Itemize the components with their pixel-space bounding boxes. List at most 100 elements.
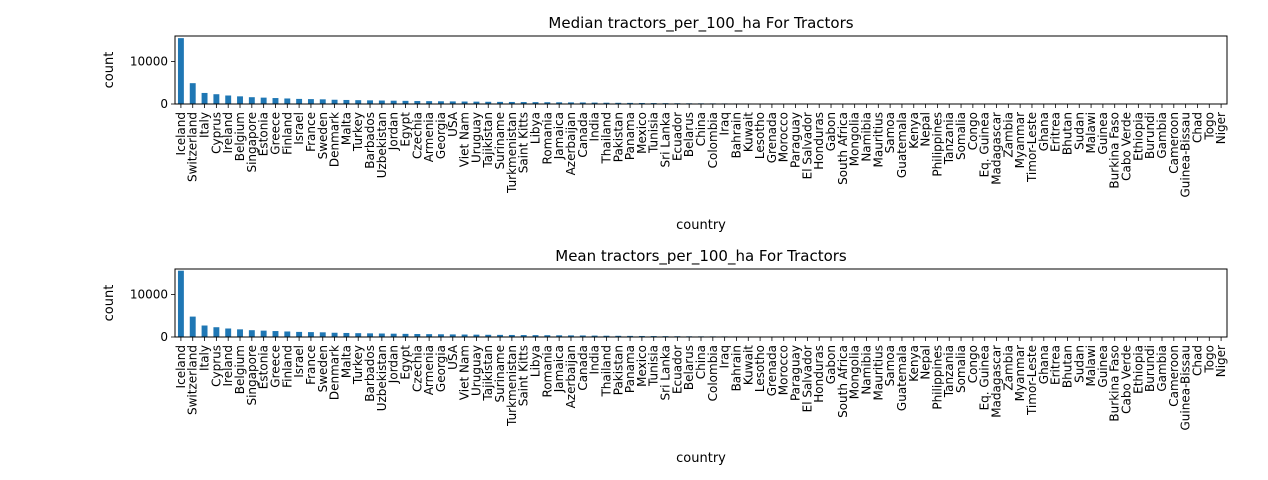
y-tick-label: 0: [160, 97, 168, 111]
bar-czechia: [414, 334, 421, 337]
x-tick-label: Cyprus: [209, 345, 223, 387]
bar-italy: [201, 325, 208, 337]
x-tick-label: Egypt: [398, 345, 412, 380]
x-tick-label: Finland: [280, 345, 294, 388]
y-tick-label: 10000: [130, 55, 168, 69]
x-tick-label: Viet Nam: [458, 345, 472, 400]
x-tick-label: Togo: [1202, 112, 1216, 141]
x-tick-label: Uruguay: [469, 345, 483, 396]
x-tick-label: South Africa: [836, 345, 850, 418]
bar-denmark: [331, 99, 338, 104]
x-tick-label: Guinea: [1096, 112, 1110, 155]
bar-canada: [579, 335, 586, 337]
bar-uruguay: [473, 334, 480, 337]
bar-suriname: [497, 334, 504, 338]
x-tick-label: Georgia: [434, 112, 448, 159]
x-tick-label: Iraq: [718, 112, 732, 135]
bar-turkey: [355, 333, 362, 338]
x-tick-label: Eritrea: [1049, 112, 1063, 152]
x-tick-label: Tunisia: [647, 112, 661, 154]
x-tick-label: Grenada: [765, 345, 779, 396]
y-tick-label: 0: [160, 330, 168, 344]
bar-switzerland: [189, 316, 196, 337]
x-tick-label: Thailand: [599, 112, 613, 165]
bar-romania: [544, 102, 551, 104]
x-tick-label: Thailand: [599, 345, 613, 398]
x-tick-label: Burundi: [1143, 112, 1157, 159]
x-tick-label: Azerbaijan: [564, 112, 578, 175]
x-tick-label: Cameroon: [1167, 345, 1181, 407]
x-tick-label: Czechia: [410, 345, 424, 392]
x-tick-label: Romania: [540, 345, 554, 397]
x-tick-label: Denmark: [328, 345, 342, 400]
x-tick-label: Italy: [198, 345, 212, 371]
x-tick-label: Jordan: [387, 112, 401, 151]
chart-title: Median tractors_per_100_ha For Tractors: [548, 14, 853, 33]
y-axis-label: count: [102, 285, 117, 322]
x-tick-label: Somalia: [954, 112, 968, 160]
x-tick-label: Cameroon: [1167, 112, 1181, 174]
x-tick-label: Belgium: [233, 112, 247, 161]
bar-malta: [343, 99, 350, 104]
bar-egypt: [402, 100, 409, 105]
bar-azerbaijan: [568, 335, 574, 337]
x-tick-label: Sudan: [1072, 112, 1086, 150]
x-tick-label: Bhutan: [1060, 345, 1074, 388]
bar-ireland: [225, 95, 232, 104]
x-tick-label: Finland: [280, 112, 294, 155]
x-tick-label: USA: [446, 111, 460, 137]
x-tick-label: France: [304, 112, 318, 152]
bar-mexico: [638, 102, 645, 104]
x-tick-label: Italy: [198, 112, 212, 138]
x-tick-label: Singapore: [245, 112, 259, 173]
bar-libya: [532, 102, 539, 104]
x-tick-label: Burundi: [1143, 345, 1157, 392]
plot-frame: [174, 268, 1228, 338]
x-tick-label: Gabon: [824, 112, 838, 151]
x-tick-label: Iceland: [174, 345, 188, 388]
x-tick-label: Israel: [292, 345, 306, 378]
bar-group: [177, 270, 1165, 338]
bar-uruguay: [473, 101, 480, 104]
bar-suriname: [497, 101, 504, 105]
bar-estonia: [260, 97, 267, 105]
bar-finland: [284, 331, 291, 338]
bar-singapore: [248, 97, 255, 104]
x-tick-label: Guatemala: [895, 112, 909, 178]
mean-chart-panel: Mean tractors_per_100_ha For Tractors co…: [102, 247, 1228, 466]
x-tick-label: Tajikistan: [481, 112, 495, 169]
x-tick-label: Ethiopia: [1131, 345, 1145, 394]
x-tick-label: Romania: [540, 112, 554, 164]
x-tick-label: Namibia: [859, 345, 873, 395]
bar-thailand: [603, 335, 610, 337]
bar-saint-kitts: [520, 335, 527, 338]
x-tick-label: Philippines: [930, 345, 944, 410]
x-tick-label: India: [588, 112, 602, 141]
x-tick-label: El Salvador: [800, 345, 814, 412]
bar-armenia: [426, 334, 433, 337]
x-tick-label: Ghana: [1037, 345, 1051, 384]
x-tick-label: Timor-Leste: [1025, 345, 1039, 416]
bar-cyprus: [213, 327, 220, 337]
x-tick-label: Burkina Faso: [1108, 112, 1122, 189]
x-tick-label: Mexico: [635, 345, 649, 387]
x-tick-label: Singapore: [245, 345, 259, 406]
x-tick-label: Cabo Verde: [1120, 345, 1134, 414]
x-tick-label: Grenada: [765, 112, 779, 163]
bar-turkmenistan: [508, 101, 515, 104]
x-tick-label: Guinea-Bissau: [1179, 345, 1193, 431]
x-tick-label: Honduras: [812, 345, 826, 403]
x-tick-label: Saint Kitts: [517, 345, 531, 406]
x-tick-label: Panama: [623, 345, 637, 393]
x-tick-label: Barbados: [363, 112, 377, 169]
x-tick-label: Niger: [1214, 112, 1228, 144]
bar-usa: [449, 101, 456, 104]
x-tick-label: Turkmenistan: [505, 112, 519, 194]
y-ticks: 0 10000: [130, 288, 175, 344]
x-tick-label: Uzbekistan: [375, 345, 389, 411]
x-tick-label: Madagascar: [990, 112, 1004, 185]
bar-romania: [544, 335, 551, 337]
x-tick-label: Armenia: [422, 112, 436, 162]
x-tick-label: Burkina Faso: [1108, 345, 1122, 422]
